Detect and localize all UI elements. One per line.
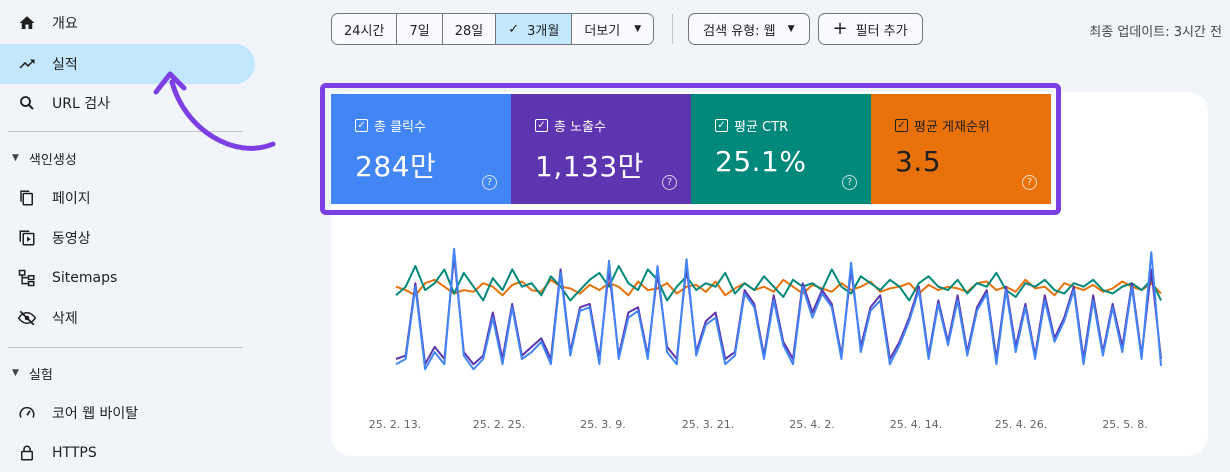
nav-item-sitemaps[interactable]: Sitemaps: [0, 258, 255, 298]
dropdown-arrow-icon: ▼: [787, 24, 795, 34]
x-tick-label: 25. 4. 26.: [995, 418, 1047, 431]
help-icon[interactable]: ?: [482, 175, 497, 190]
metrics-highlight-box: [320, 83, 1061, 215]
annotation-arrow: [153, 71, 276, 151]
caret-down-icon: ▼: [12, 153, 19, 163]
more-ranges-button[interactable]: 더보기 ▼: [572, 14, 654, 44]
x-tick-label: 25. 2. 25.: [473, 418, 525, 431]
x-tick-label: 25. 3. 21.: [682, 418, 734, 431]
nav-item-performance[interactable]: 실적: [0, 44, 255, 84]
nav-label-performance: 실적: [52, 57, 78, 73]
video-icon: [18, 229, 36, 247]
nav-label-pages: 페이지: [52, 191, 91, 207]
x-tick-label: 25. 4. 14.: [890, 418, 942, 431]
series-line-1: [395, 265, 1162, 302]
metric-ctr[interactable]: ✓ 평균 CTR 25.1% ?: [691, 94, 871, 204]
metric-ctr-label: 평균 CTR: [734, 120, 789, 135]
toolbar-divider: [672, 14, 674, 44]
checkbox-icon[interactable]: ✓: [895, 119, 908, 132]
metric-tiles: ✓ 총 클릭수 284만 ? ✓ 총 노출수 1,133만 ? ✓ 평균 CTR 25…: [331, 94, 1051, 204]
check-icon: ✓: [508, 21, 520, 37]
date-range-selector: 24시간 7일 28일 ✓ 3개월 더보기 ▼: [331, 13, 655, 45]
lock-icon: [18, 444, 36, 462]
section-experiments[interactable]: ▼ 실험: [0, 358, 53, 388]
more-label: 더보기: [584, 23, 621, 39]
plus-icon: +: [832, 18, 848, 39]
visibility-off-icon: [18, 309, 36, 327]
metric-impressions-label: 총 노출수: [554, 120, 606, 135]
range-7d-button[interactable]: 7일: [397, 14, 443, 44]
metric-impressions[interactable]: ✓ 총 노출수 1,133만 ?: [511, 94, 691, 204]
caret-down-icon: ▼: [12, 368, 19, 378]
nav-label-https: HTTPS: [52, 445, 97, 461]
metric-position-value: 3.5: [895, 145, 942, 178]
sitemap-icon: [18, 269, 36, 287]
help-icon[interactable]: ?: [842, 175, 857, 190]
nav-item-video[interactable]: 동영상: [0, 218, 255, 258]
nav-item-pages[interactable]: 페이지: [0, 178, 255, 218]
metric-position[interactable]: ✓ 평균 게재순위 3.5 ?: [871, 94, 1051, 204]
home-icon: [18, 14, 36, 32]
x-tick-label: 25. 3. 9.: [580, 418, 625, 431]
metric-impressions-value: 1,133만: [535, 150, 644, 183]
range-3m-label: 3개월: [527, 23, 560, 39]
divider: [8, 131, 243, 132]
checkbox-icon[interactable]: ✓: [355, 119, 368, 132]
trending-up-icon: [18, 55, 36, 73]
metric-clicks[interactable]: ✓ 총 클릭수 284만 ?: [331, 94, 511, 204]
performance-chart: 25. 2. 13. 25. 2. 25. 25. 3. 9. 25. 3. 21. 2…: [369, 247, 1162, 431]
add-filter-button[interactable]: + 필터 추가: [817, 13, 923, 45]
range-28d-button[interactable]: 28일: [442, 14, 497, 44]
x-tick-label: 25. 4. 2.: [789, 418, 834, 431]
range-3m-button[interactable]: ✓ 3개월: [496, 14, 573, 44]
nav-label-removals: 삭제: [52, 311, 78, 327]
last-updated: 최종 업데이트: 3시간 전: [1089, 25, 1222, 40]
section-indexing[interactable]: ▼ 색인생성: [0, 143, 77, 173]
sidebar: 개요 실적 URL 검사 ▼ 색인생성 페이지 동영상 Sitemaps: [0, 0, 262, 472]
pages-icon: [18, 189, 36, 207]
x-tick-label: 25. 2. 13.: [369, 418, 421, 431]
nav-item-overview[interactable]: 개요: [0, 3, 255, 43]
speed-icon: [18, 404, 36, 422]
series-line-3: [395, 247, 1162, 371]
checkbox-icon[interactable]: ✓: [535, 119, 548, 132]
help-icon[interactable]: ?: [1022, 175, 1037, 190]
search-type-dropdown[interactable]: 검색 유형: 웹 ▼: [688, 13, 810, 45]
nav-label-url-inspection: URL 검사: [52, 96, 110, 112]
add-filter-label: 필터 추가: [855, 23, 908, 39]
search-type-label: 검색 유형: 웹: [703, 23, 776, 39]
metric-position-label: 평균 게재순위: [914, 120, 990, 135]
nav-label-overview: 개요: [52, 16, 78, 32]
help-icon[interactable]: ?: [662, 175, 677, 190]
nav-label-sitemaps: Sitemaps: [52, 270, 118, 286]
metric-clicks-value: 284만: [355, 150, 437, 183]
nav-label-core-web-vitals: 코어 웹 바이탈: [52, 406, 139, 422]
checkbox-icon[interactable]: ✓: [715, 119, 728, 132]
toolbar: 24시간 7일 28일 ✓ 3개월 더보기 ▼ 검색 유형: 웹 ▼ + 필터 …: [331, 13, 923, 45]
search-icon: [18, 94, 36, 112]
section-indexing-title: 색인생성: [28, 152, 77, 168]
dropdown-arrow-icon: ▼: [634, 24, 642, 34]
nav-item-core-web-vitals[interactable]: 코어 웹 바이탈: [0, 393, 255, 433]
section-experiments-title: 실험: [28, 367, 53, 383]
nav-label-video: 동영상: [52, 231, 91, 247]
x-tick-label: 25. 5. 8.: [1102, 418, 1147, 431]
nav-item-https[interactable]: HTTPS: [0, 433, 255, 472]
metric-clicks-label: 총 클릭수: [374, 120, 426, 135]
divider: [8, 347, 243, 348]
nav-item-url-inspection[interactable]: URL 검사: [0, 83, 255, 123]
nav-item-removals[interactable]: 삭제: [0, 298, 255, 338]
range-24h-button[interactable]: 24시간: [332, 14, 398, 44]
metric-ctr-value: 25.1%: [715, 145, 807, 178]
